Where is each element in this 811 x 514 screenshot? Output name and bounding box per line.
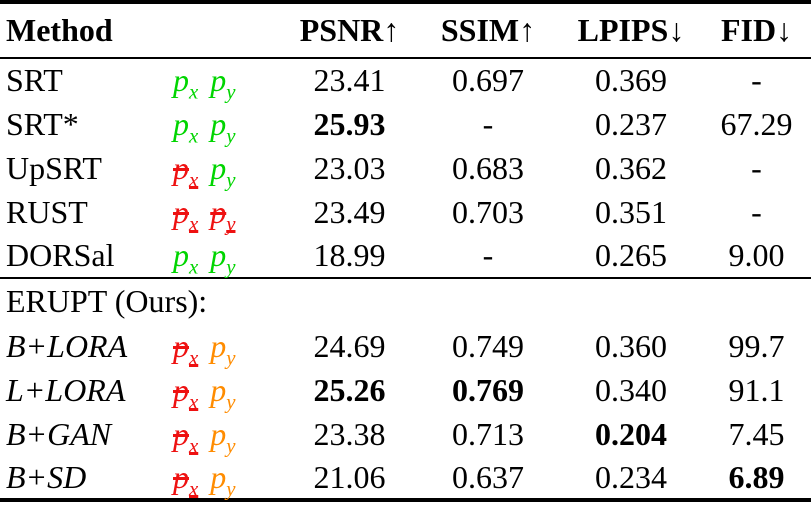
pose-symbol-px: px	[173, 62, 199, 104]
pose-symbols: px py	[165, 412, 283, 456]
fid-value: -	[751, 62, 762, 98]
pose-symbol-px-struck: px	[173, 415, 199, 457]
fid-value: 99.7	[728, 327, 785, 364]
psnr-value: 25.93	[313, 105, 386, 142]
ssim-value: -	[482, 105, 494, 142]
table-row: UpSRT px py 23.03 0.683 0.362 -	[0, 146, 811, 190]
table-row: B+LORA px py 24.69 0.749 0.360 99.7	[0, 324, 811, 368]
pose-symbol-px: px	[173, 105, 199, 147]
header-row: Method PSNR↑ SSIM↑ LPIPS↓ FID↓	[0, 2, 811, 58]
col-header-fid: FID↓	[720, 12, 793, 48]
table-row: SRT* px py 25.93 - 0.237 67.29	[0, 102, 811, 146]
method-name: RUST	[6, 193, 88, 230]
pose-symbol-py: py	[210, 458, 236, 500]
method-name: B+LORA	[6, 327, 128, 364]
ours-section: B+LORA px py 24.69 0.749 0.360 99.7 L+LOR…	[0, 324, 811, 500]
pose-symbols: px py	[165, 368, 283, 412]
pose-symbol-py: py	[210, 415, 236, 457]
psnr-value: 23.03	[313, 149, 386, 186]
psnr-value: 24.69	[313, 327, 386, 364]
method-name: SRT*	[6, 105, 79, 142]
method-name: DORSal	[6, 237, 115, 273]
col-header-method: Method	[6, 12, 113, 48]
pose-symbol-py: py	[210, 237, 236, 279]
pose-symbols: px py	[165, 102, 283, 146]
pose-symbol-py: py	[210, 149, 236, 191]
psnr-value: 23.41	[313, 62, 386, 98]
ssim-value: 0.703	[452, 193, 524, 230]
col-header-psnr: PSNR↑	[299, 12, 400, 48]
lpips-value: 0.360	[595, 327, 667, 364]
pose-symbol-py: py	[210, 371, 236, 413]
fid-value: -	[751, 193, 762, 230]
ssim-value: 0.637	[452, 458, 524, 495]
lpips-value: 0.362	[595, 149, 667, 186]
lpips-value: 0.351	[595, 193, 667, 230]
table-row: DORSal px py 18.99 - 0.265 9.00	[0, 234, 811, 278]
lpips-value: 0.265	[595, 237, 667, 273]
pose-symbol-px-struck: px	[173, 371, 199, 413]
lpips-value: 0.340	[595, 371, 667, 408]
table-row: SRT px py 23.41 0.697 0.369 -	[0, 58, 811, 102]
table-row: B+SD px py 21.06 0.637 0.234 6.89	[0, 456, 811, 500]
lpips-value: 0.369	[595, 62, 667, 98]
table-row: L+LORA px py 25.26 0.769 0.340 91.1	[0, 368, 811, 412]
ssim-value: 0.713	[452, 415, 524, 452]
fid-value: 7.45	[728, 415, 785, 452]
fid-value: 9.00	[728, 237, 785, 273]
lpips-value: 0.234	[595, 458, 667, 495]
col-header-lpips: LPIPS↓	[577, 12, 685, 48]
fid-value: 6.89	[728, 458, 785, 495]
results-table: Method PSNR↑ SSIM↑ LPIPS↓ FID↓ SRT px py …	[0, 0, 811, 502]
ssim-value: 0.683	[452, 149, 524, 186]
pose-symbol-py: py	[210, 105, 236, 147]
psnr-value: 23.38	[313, 415, 386, 452]
ssim-value: -	[482, 237, 494, 273]
pose-symbol-py: py	[210, 327, 236, 369]
pose-symbol-py: py	[210, 62, 236, 104]
pose-symbols: px py	[165, 190, 283, 234]
table-row: RUST px py 23.49 0.703 0.351 -	[0, 190, 811, 234]
ssim-value: 0.769	[452, 371, 524, 408]
lpips-value: 0.204	[595, 415, 667, 452]
ssim-value: 0.697	[452, 62, 524, 98]
pose-symbols: px py	[165, 234, 283, 278]
pose-symbol-px-struck: px	[173, 193, 199, 235]
section-header-row: ERUPT (Ours):	[0, 278, 811, 324]
pose-symbol-px-struck: px	[173, 458, 199, 500]
method-name: L+LORA	[6, 371, 126, 408]
psnr-value: 23.49	[313, 193, 386, 230]
fid-value: 91.1	[728, 371, 785, 408]
pose-symbols: px py	[165, 146, 283, 190]
section-label: ERUPT (Ours):	[6, 283, 208, 319]
method-name: SRT	[6, 62, 63, 98]
lpips-value: 0.237	[595, 105, 667, 142]
pose-symbol-px-struck: px	[173, 149, 199, 191]
pose-symbol-px-struck: px	[173, 327, 199, 369]
method-name: B+SD	[6, 458, 87, 495]
fid-value: -	[751, 149, 762, 186]
fid-value: 67.29	[720, 105, 793, 142]
pose-symbols: px py	[165, 324, 283, 368]
method-name: UpSRT	[6, 149, 102, 186]
pose-symbol-py-struck: py	[210, 193, 236, 235]
col-header-ssim: SSIM↑	[440, 12, 536, 48]
psnr-value: 21.06	[313, 458, 386, 495]
pose-symbols: px py	[165, 456, 283, 500]
table-row: B+GAN px py 23.38 0.713 0.204 7.45	[0, 412, 811, 456]
psnr-value: 18.99	[313, 237, 386, 273]
baselines-section: SRT px py 23.41 0.697 0.369 - SRT* px py 2…	[0, 58, 811, 278]
ours-section-header: ERUPT (Ours):	[0, 278, 811, 324]
table-header: Method PSNR↑ SSIM↑ LPIPS↓ FID↓	[0, 2, 811, 58]
pose-symbol-px: px	[173, 237, 199, 279]
method-name: B+GAN	[6, 415, 112, 452]
ssim-value: 0.749	[452, 327, 524, 364]
psnr-value: 25.26	[313, 371, 386, 408]
pose-symbols: px py	[165, 58, 283, 102]
